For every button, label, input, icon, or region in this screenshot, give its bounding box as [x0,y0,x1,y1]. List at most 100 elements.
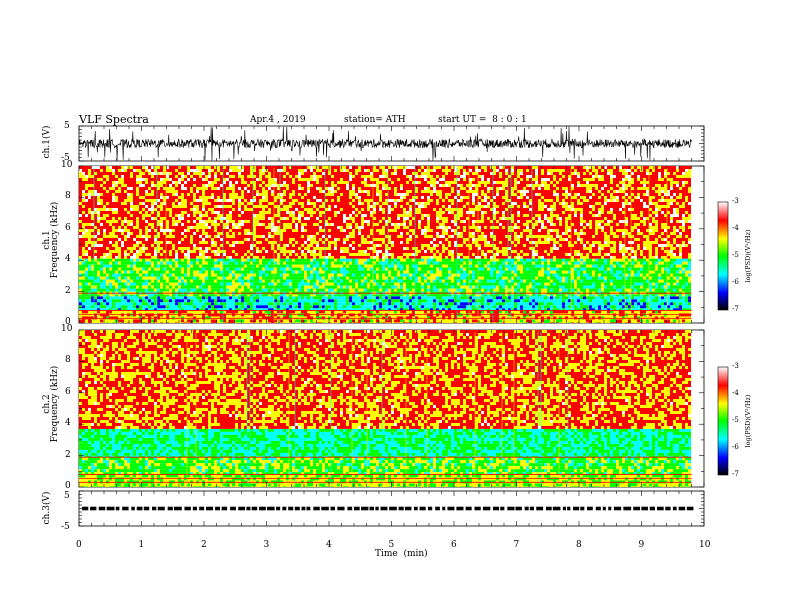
spectrogram-cell [637,305,640,309]
spectrogram-cell [685,294,688,297]
spectrogram-cell [133,279,136,283]
spectrogram-cell [361,285,364,289]
spectrogram-cell [88,276,91,280]
spectrogram-cell [595,261,598,265]
spectrogram-cell [157,276,160,280]
spectrogram-cell [658,258,661,262]
spectrogram-cell [634,302,637,306]
spectrogram-cell [88,214,91,217]
spectrogram-cell [172,258,175,262]
spectrogram-cell [601,299,604,303]
spectrogram-cell [490,310,493,314]
spectrogram-cell [82,220,85,223]
spectrogram-cell [334,282,337,286]
spectrogram-cell [517,322,520,323]
spectrogram-cell [445,273,448,277]
spectrogram-cell [376,313,379,317]
spectrogram-cell [166,299,169,303]
spectrogram-cell [607,261,610,265]
spectrogram-cell [517,310,520,314]
spectrogram-cell [553,276,556,280]
spectrogram-cell [124,299,127,303]
spectrogram-cell [637,294,640,297]
spectrogram-cell [307,261,310,265]
spectrogram-cell [94,302,97,306]
spectrogram-cell [94,229,97,232]
spectrogram-cell [223,305,226,309]
spectrogram-cell [457,310,460,314]
spectrogram-cell [487,322,490,323]
spectrogram-cell [205,276,208,280]
spectrogram-cell [151,302,154,306]
spectrogram-cell [595,264,598,268]
spectrogram-cell [664,288,667,292]
spectrogram-cell [382,310,385,314]
spectrogram-cell [382,305,385,309]
spectrogram-cell [91,310,94,314]
spectrogram-cell [268,302,271,306]
spectrogram-cell [607,279,610,283]
spectrogram-cell [346,273,349,277]
spectrogram-cell [586,264,589,268]
spectrogram-cell [151,279,154,283]
spectrogram-cell [268,285,271,289]
spectrogram-cell [388,305,391,309]
spectrogram-cell [607,273,610,277]
spectrogram-cell [103,208,106,211]
spectrogram-cell [337,322,340,323]
spectrogram-cell [499,319,502,323]
spectrogram-cell [601,261,604,265]
spectrogram-cell [331,267,334,271]
spectrogram-cell [118,294,121,297]
spectrogram-cell [301,305,304,309]
spectrogram-cell [349,294,352,297]
spectrogram-cell [325,322,328,323]
spectrogram-cell [214,279,217,283]
spectrogram-cell [85,205,88,208]
spectrogram-cell [106,302,109,306]
spectrogram-cell [640,288,643,292]
spectrogram-cell [493,299,496,303]
spectrogram-cell [265,296,268,300]
spectrogram-cell [613,267,616,271]
spectrogram-cell [505,282,508,286]
spectrogram-cell [115,273,118,277]
spectrogram-cell [424,279,427,283]
spectrogram-cell [442,319,445,323]
spectrogram-cell [433,267,436,271]
spectrogram-cell [496,310,499,314]
spectrogram-cell [559,273,562,277]
spectrogram-cell [229,258,232,262]
spectrogram-cell [205,270,208,274]
spectrogram-cell [232,267,235,271]
spectrogram-cell [82,282,85,286]
spectrogram-cell [388,276,391,280]
spectrogram-cell [145,261,148,265]
spectrogram-cell [679,258,682,262]
spectrogram-cell [577,276,580,280]
spectrogram-cell [283,302,286,306]
spectrogram-cell [610,279,613,283]
spectrogram-cell [238,279,241,283]
spectrogram-cell [235,276,238,280]
spectrogram-cell [514,267,517,271]
spectrogram-cell [355,282,358,286]
spectrogram-cell [91,181,94,184]
spectrogram-cell [400,313,403,317]
spectrogram-cell [301,308,304,311]
spectrogram-cell [616,322,619,323]
spectrogram-cell [349,261,352,265]
spectrogram-cell [208,270,211,274]
spectrogram-cell [367,319,370,323]
spectrogram-cell [136,264,139,268]
spectrogram-cell [604,267,607,271]
spectrogram-cell [616,267,619,271]
spectrogram-cell [451,273,454,277]
spectrogram-cell [514,279,517,283]
spectrogram-cell [535,282,538,286]
spectrogram-cell [211,294,214,297]
spectrogram-cell [622,273,625,277]
spectrogram-cell [454,285,457,289]
spectrogram-cell [142,288,145,292]
spectrogram-cell [199,305,202,309]
